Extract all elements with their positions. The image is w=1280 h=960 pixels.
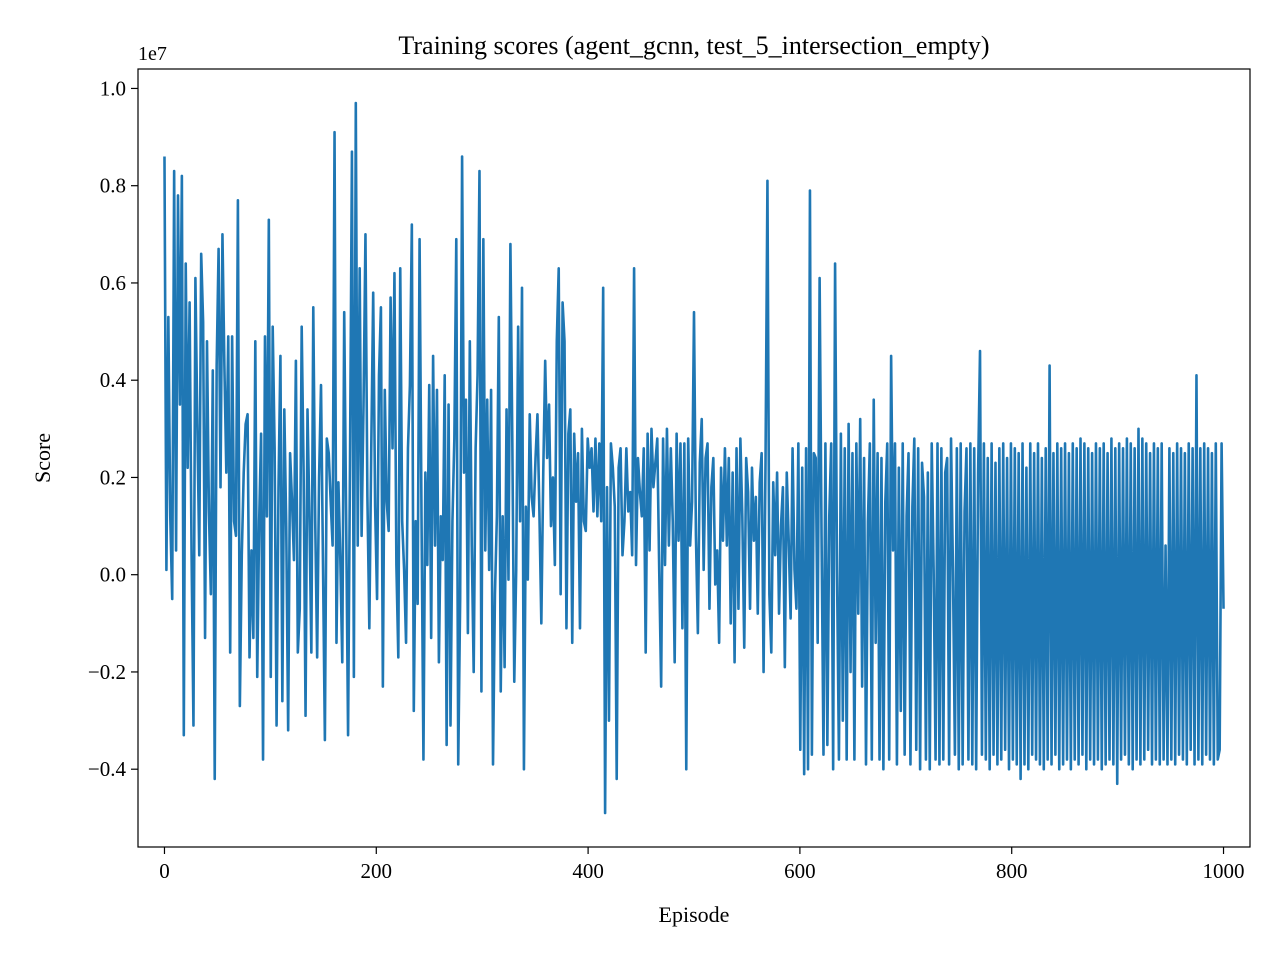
y-tick-label: 0.4 — [100, 368, 127, 392]
x-tick-label: 800 — [996, 859, 1028, 883]
y-tick-label: −0.4 — [88, 757, 127, 781]
series-line-score — [163, 101, 1225, 815]
y-tick-label: 0.0 — [100, 563, 126, 587]
axes-frame — [137, 68, 1251, 848]
y-offset-label: 1e7 — [138, 43, 167, 65]
y-tick-label: 0.8 — [100, 174, 126, 198]
y-tick-label: −0.2 — [88, 660, 126, 684]
x-axis-label: Episode — [659, 902, 730, 927]
y-axis: −0.4 −0.2 0.0 0.2 0.4 0.6 0.8 1.0 — [88, 76, 138, 781]
y-tick-label: 0.6 — [100, 271, 126, 295]
x-tick-label: 0 — [159, 859, 170, 883]
x-tick-label: 1000 — [1203, 859, 1245, 883]
plot-area — [137, 68, 1251, 848]
x-tick-label: 400 — [572, 859, 604, 883]
x-axis: 0 200 400 600 800 1000 — [159, 847, 1245, 883]
x-tick-label: 600 — [784, 859, 816, 883]
chart-title: Training scores (agent_gcnn, test_5_inte… — [398, 31, 989, 60]
x-tick-label: 200 — [361, 859, 393, 883]
y-tick-label: 1.0 — [100, 76, 126, 100]
y-tick-label: 0.2 — [100, 465, 126, 489]
y-axis-label: Score — [30, 433, 55, 483]
